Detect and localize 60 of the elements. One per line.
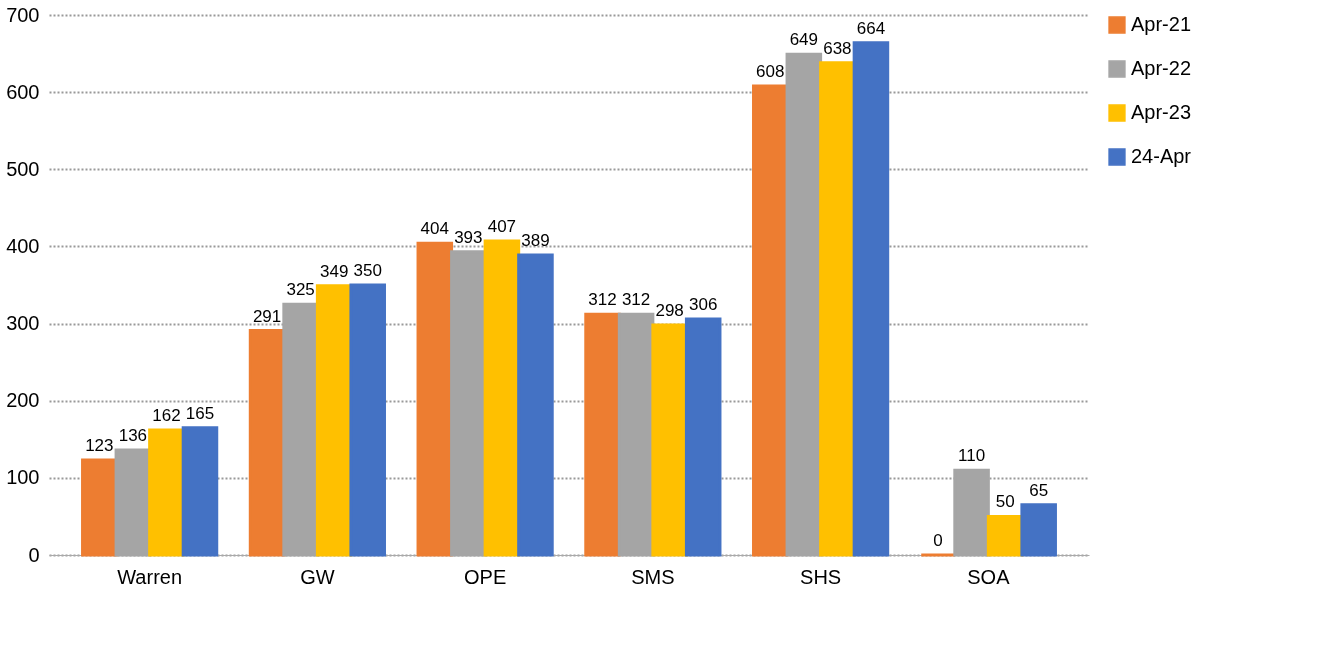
- data-label: 306: [689, 294, 718, 314]
- y-tick-label: 300: [6, 312, 40, 335]
- y-tick-label: 700: [6, 3, 40, 26]
- y-tick-label: 200: [6, 389, 40, 412]
- data-label: 0: [933, 531, 943, 550]
- data-label: 638: [823, 38, 852, 58]
- y-tick-label: 100: [6, 466, 40, 489]
- x-tick-label: Warren: [117, 565, 183, 588]
- bar: [651, 323, 688, 557]
- data-label: 50: [995, 492, 1015, 512]
- data-label: 136: [118, 426, 148, 446]
- data-label: 291: [252, 306, 282, 326]
- legend-label: 24-Apr: [1131, 145, 1192, 167]
- data-label: 110: [958, 446, 986, 466]
- y-tick-label: 400: [6, 234, 40, 257]
- bar: [282, 302, 319, 557]
- bar: [483, 239, 521, 557]
- data-label: 664: [856, 18, 886, 38]
- bar: [684, 317, 722, 557]
- data-label: 608: [756, 61, 785, 81]
- bar: [819, 61, 856, 557]
- data-label: 312: [588, 290, 617, 310]
- bar: [752, 84, 789, 557]
- data-label: 393: [454, 227, 483, 247]
- bar: [785, 52, 823, 557]
- bar: [181, 426, 219, 557]
- data-label: 325: [286, 280, 315, 300]
- data-label: 165: [185, 403, 215, 423]
- data-label: 407: [487, 217, 517, 237]
- x-tick-label: SMS: [631, 565, 675, 588]
- data-label: 312: [621, 290, 651, 310]
- data-label: 162: [152, 406, 181, 426]
- bar: [617, 312, 655, 557]
- bar: [584, 312, 621, 557]
- legend-label: Apr-21: [1131, 13, 1192, 35]
- y-tick-label: 500: [6, 157, 40, 180]
- bar: [1020, 503, 1057, 557]
- legend-label: Apr-22: [1131, 57, 1192, 79]
- bar: [148, 428, 185, 557]
- data-label: 350: [353, 261, 382, 280]
- x-tick-label: SOA: [967, 565, 1011, 588]
- bar: [416, 241, 454, 557]
- x-tick-label: SHS: [800, 565, 842, 588]
- x-tick-label: GW: [300, 565, 335, 588]
- bar: [450, 250, 487, 557]
- legend-label: Apr-23: [1131, 101, 1192, 123]
- y-tick-label: 600: [6, 80, 40, 103]
- bar: [81, 458, 118, 557]
- data-label: 649: [789, 30, 819, 50]
- data-label: 404: [420, 219, 449, 239]
- bar: [517, 253, 554, 557]
- x-tick-label: OPE: [464, 565, 507, 588]
- data-label: 298: [655, 301, 684, 321]
- bar: [349, 283, 386, 557]
- data-label: 123: [85, 436, 114, 456]
- data-label: 389: [521, 230, 550, 250]
- data-label: 65: [1029, 480, 1049, 500]
- data-label: 349: [319, 261, 349, 281]
- bar: [852, 41, 890, 557]
- y-tick-label: 0: [28, 543, 40, 566]
